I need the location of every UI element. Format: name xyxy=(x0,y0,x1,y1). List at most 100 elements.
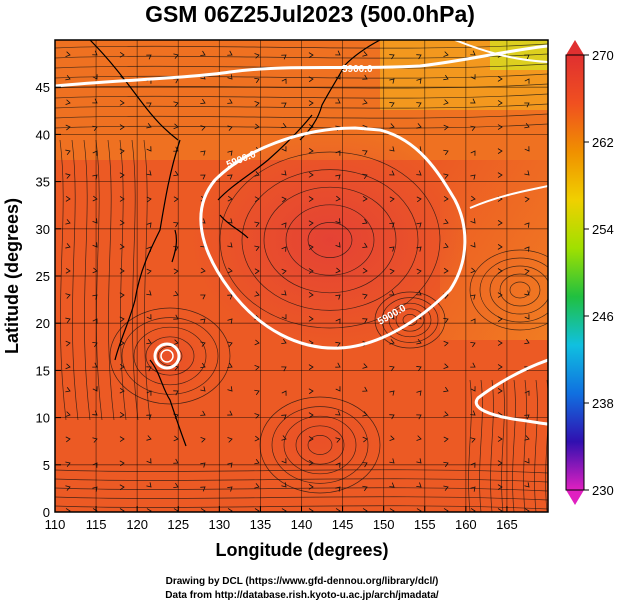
streamline xyxy=(55,487,548,492)
streamline-arrow xyxy=(227,267,233,274)
streamline-arrow xyxy=(389,458,395,464)
streamline-arrow xyxy=(254,339,260,346)
streamline-arrow xyxy=(497,172,503,178)
streamline-arrow xyxy=(92,150,98,156)
streamline-arrow xyxy=(227,50,233,56)
streamline-arrow xyxy=(470,362,476,368)
streamline-arrow xyxy=(146,123,152,129)
streamline xyxy=(479,257,548,323)
streamline-arrow xyxy=(227,508,233,512)
colorbar-tick-label: 230 xyxy=(592,483,614,498)
streamline-arrow xyxy=(335,150,341,156)
streamline-arrow xyxy=(524,78,530,84)
streamline-arrow xyxy=(119,484,125,491)
streamline xyxy=(490,379,494,512)
streamline-arrow xyxy=(335,218,341,224)
streamline-arrow xyxy=(416,102,422,108)
streamline-arrow xyxy=(362,386,368,392)
streamline xyxy=(402,314,418,326)
streamline-arrow xyxy=(146,390,152,396)
streamline-arrow xyxy=(443,363,449,369)
streamline-arrow xyxy=(119,363,125,370)
streamline-arrow xyxy=(200,410,206,416)
streamline-arrow xyxy=(308,220,314,227)
streamline xyxy=(534,379,538,512)
streamline-arrow xyxy=(335,318,341,324)
streamline-arrow xyxy=(227,150,233,156)
streamline-arrow xyxy=(470,318,476,324)
streamline-arrow xyxy=(416,458,422,464)
coastline xyxy=(217,114,313,201)
streamline-arrow xyxy=(308,388,314,395)
streamline-arrow xyxy=(389,246,395,252)
streamline-arrow xyxy=(443,267,449,274)
streamline-arrow xyxy=(308,76,314,83)
streamline-arrow xyxy=(443,508,449,512)
streamline-arrow xyxy=(497,484,503,490)
streamline xyxy=(55,113,548,119)
streamline-arrow xyxy=(470,267,476,274)
coastline xyxy=(89,40,179,141)
streamline-arrow xyxy=(119,292,125,299)
streamline xyxy=(71,139,79,421)
x-tick-label: 160 xyxy=(455,517,477,532)
x-tick-label: 110 xyxy=(45,517,66,532)
streamline xyxy=(468,379,472,512)
streamline-arrow xyxy=(497,340,503,346)
streamline-arrow xyxy=(443,74,449,81)
streamline xyxy=(295,425,345,465)
streamline-arrow xyxy=(416,196,422,203)
streamline-arrow xyxy=(470,410,476,416)
streamline-arrow xyxy=(389,54,395,60)
streamline xyxy=(307,222,353,258)
colorbar-tick-label: 262 xyxy=(592,135,614,150)
streamline xyxy=(55,469,548,474)
streamline xyxy=(241,169,419,311)
colorbar-top-arrow xyxy=(566,40,584,55)
streamline-arrow xyxy=(65,51,71,57)
streamline-arrow xyxy=(335,294,341,300)
streamline-arrow xyxy=(470,174,476,180)
coastline xyxy=(299,64,346,141)
streamline-arrow xyxy=(524,314,530,320)
streamline-arrow xyxy=(362,462,368,468)
streamline xyxy=(59,139,67,421)
streamline-arrow xyxy=(254,101,260,107)
colorbar-frame xyxy=(565,54,585,491)
streamline-arrow xyxy=(92,195,98,202)
streamline-arrow xyxy=(146,196,152,203)
y-tick-label: 5 xyxy=(43,458,50,473)
streamline-arrow xyxy=(281,508,287,512)
streamline-arrow xyxy=(470,125,476,132)
streamline-arrow xyxy=(416,435,422,441)
streamline-arrow xyxy=(524,482,530,488)
streamline-arrow xyxy=(146,435,152,441)
streamline-arrow xyxy=(200,362,206,369)
streamline-arrow xyxy=(119,219,125,226)
streamline-arrow xyxy=(524,290,530,296)
colorbar: 230 238 246 254 262 270 xyxy=(565,40,614,505)
streamline-arrow xyxy=(335,341,341,348)
streamline-arrow xyxy=(362,195,368,202)
streamline-arrow xyxy=(362,150,368,156)
streamline-arrow xyxy=(227,242,233,248)
streamline xyxy=(55,93,548,99)
streamline-arrow xyxy=(227,486,233,492)
streamline-arrow xyxy=(65,363,71,370)
streamline-arrow xyxy=(65,411,71,417)
coastline xyxy=(344,40,381,66)
streamline xyxy=(489,265,548,315)
streamline-arrow xyxy=(308,483,314,490)
y-tick-label: 25 xyxy=(36,269,50,284)
streamline-arrow xyxy=(254,196,260,202)
streamline-arrow xyxy=(119,124,125,130)
streamline-arrow xyxy=(470,150,476,156)
streamline-arrow xyxy=(362,485,368,492)
y-axis-label: Latitude (degrees) xyxy=(2,198,22,354)
streamline-arrow xyxy=(335,508,341,512)
y-tick-label: 40 xyxy=(36,127,50,142)
streamline-arrow xyxy=(119,268,125,274)
streamline-arrow xyxy=(497,292,503,298)
streamline-arrow xyxy=(362,173,368,180)
streamline-arrow xyxy=(524,146,530,152)
